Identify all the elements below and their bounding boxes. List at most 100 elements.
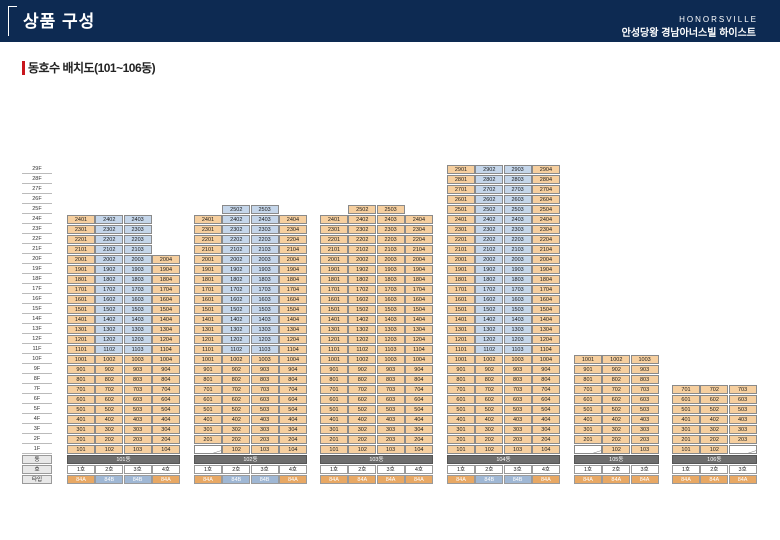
unit-cell: 2504 (531, 205, 560, 214)
unit-cell: 702 (700, 385, 729, 394)
unit-cell: 602 (348, 395, 377, 404)
unit-cell: 2904 (531, 165, 560, 174)
floor-label: 5F (22, 405, 52, 414)
unit-cell: 204 (531, 435, 560, 444)
unit-cell: 1203 (376, 335, 405, 344)
unit-cell: 1404 (404, 315, 433, 324)
unit-cell: 2001 (447, 255, 475, 264)
unit-cell: 1101 (447, 345, 475, 354)
unit-cell: 1503 (250, 305, 279, 314)
unit-cell: 1901 (67, 265, 95, 274)
unit-cell: 201 (194, 435, 222, 444)
dong-label: 105동 (574, 455, 659, 464)
floor-label: 20F (22, 255, 52, 264)
unit-cell: 603 (250, 395, 279, 404)
floor-label: 9F (22, 365, 52, 374)
unit-cell: 2403 (503, 215, 532, 224)
floor-label: 1F (22, 445, 52, 454)
type-cell: 84A (320, 475, 348, 484)
dong-label: 106동 (672, 455, 757, 464)
unit-cell: 701 (67, 385, 95, 394)
unit-cell: 1202 (222, 335, 251, 344)
unit-cell: 1904 (404, 265, 433, 274)
ho-cell: 2호 (602, 465, 631, 474)
unit-cell: 2703 (503, 185, 532, 194)
unit-cell: 501 (194, 405, 222, 414)
unit-cell: 404 (404, 415, 433, 424)
unit-cell: 2004 (404, 255, 433, 264)
unit-cell: 1102 (95, 345, 124, 354)
unit-cell: 903 (376, 365, 405, 374)
unit-cell: 1904 (278, 265, 307, 274)
unit-cell: 1001 (194, 355, 222, 364)
type-cell: 84A (151, 475, 180, 484)
unit-cell: 1402 (475, 315, 504, 324)
unit-cell: 2202 (348, 235, 377, 244)
unit-cell: 2002 (348, 255, 377, 264)
unit-cell: 1903 (503, 265, 532, 274)
unit-cell: 801 (320, 375, 348, 384)
unit-cell: 1101 (194, 345, 222, 354)
unit-cell: 1302 (475, 325, 504, 334)
unit-cell: 2201 (320, 235, 348, 244)
unit-cell: 903 (630, 365, 659, 374)
unit-cell: 1301 (67, 325, 95, 334)
unit-cell: 1004 (404, 355, 433, 364)
unit-cell: 904 (278, 365, 307, 374)
unit-cell: 2302 (95, 225, 124, 234)
unit-cell: 2001 (320, 255, 348, 264)
unit-cell: 2202 (95, 235, 124, 244)
unit-cell: 2201 (67, 235, 95, 244)
floor-label: 15F (22, 305, 52, 314)
unit-cell: 302 (602, 425, 631, 434)
unit-cell: 1902 (348, 265, 377, 274)
unit-cell: 1804 (151, 275, 180, 284)
unit-cell: 1102 (348, 345, 377, 354)
ho-cell: 2호 (475, 465, 504, 474)
unit-cell: 1504 (531, 305, 560, 314)
dong-label: 104동 (447, 455, 560, 464)
unit-cell: 1402 (95, 315, 124, 324)
unit-cell: 1103 (376, 345, 405, 354)
unit-cell: 504 (278, 405, 307, 414)
unit-cell: 1104 (151, 345, 180, 354)
unit-cell: 2302 (475, 225, 504, 234)
unit-cell: 102 (602, 445, 631, 454)
unit-cell: 302 (348, 425, 377, 434)
unit-cell: 2503 (250, 205, 279, 214)
unit-cell: 1103 (250, 345, 279, 354)
unit-cell: 2303 (250, 225, 279, 234)
floor-label: 24F (22, 215, 52, 224)
unit-cell: 1801 (194, 275, 222, 284)
unit-cell: 2103 (503, 245, 532, 254)
unit-cell: 2502 (475, 205, 504, 214)
unit-cell: 504 (151, 405, 180, 414)
unit-cell: 1002 (222, 355, 251, 364)
empty-slot-diagonal (747, 450, 756, 453)
unit-cell: 1001 (67, 355, 95, 364)
unit-cell: 401 (67, 415, 95, 424)
type-cell: 84A (602, 475, 631, 484)
empty-unit-slot (574, 445, 602, 454)
unit-cell: 2103 (250, 245, 279, 254)
unit-cell: 503 (503, 405, 532, 414)
unit-cell: 2204 (531, 235, 560, 244)
unit-cell: 1301 (194, 325, 222, 334)
ho-cell: 4호 (278, 465, 307, 474)
unit-cell: 903 (123, 365, 152, 374)
unit-cell: 1703 (250, 285, 279, 294)
unit-cell: 1904 (151, 265, 180, 274)
unit-cell: 1204 (151, 335, 180, 344)
unit-cell: 901 (447, 365, 475, 374)
unit-cell: 1203 (250, 335, 279, 344)
unit-cell: 1201 (194, 335, 222, 344)
type-cell: 84A (574, 475, 602, 484)
unit-cell: 2104 (278, 245, 307, 254)
unit-cell: 1003 (630, 355, 659, 364)
unit-cell: 101 (447, 445, 475, 454)
unit-cell: 201 (67, 435, 95, 444)
unit-cell: 2502 (222, 205, 251, 214)
unit-cell: 1602 (475, 295, 504, 304)
unit-cell: 502 (475, 405, 504, 414)
unit-cell: 301 (194, 425, 222, 434)
